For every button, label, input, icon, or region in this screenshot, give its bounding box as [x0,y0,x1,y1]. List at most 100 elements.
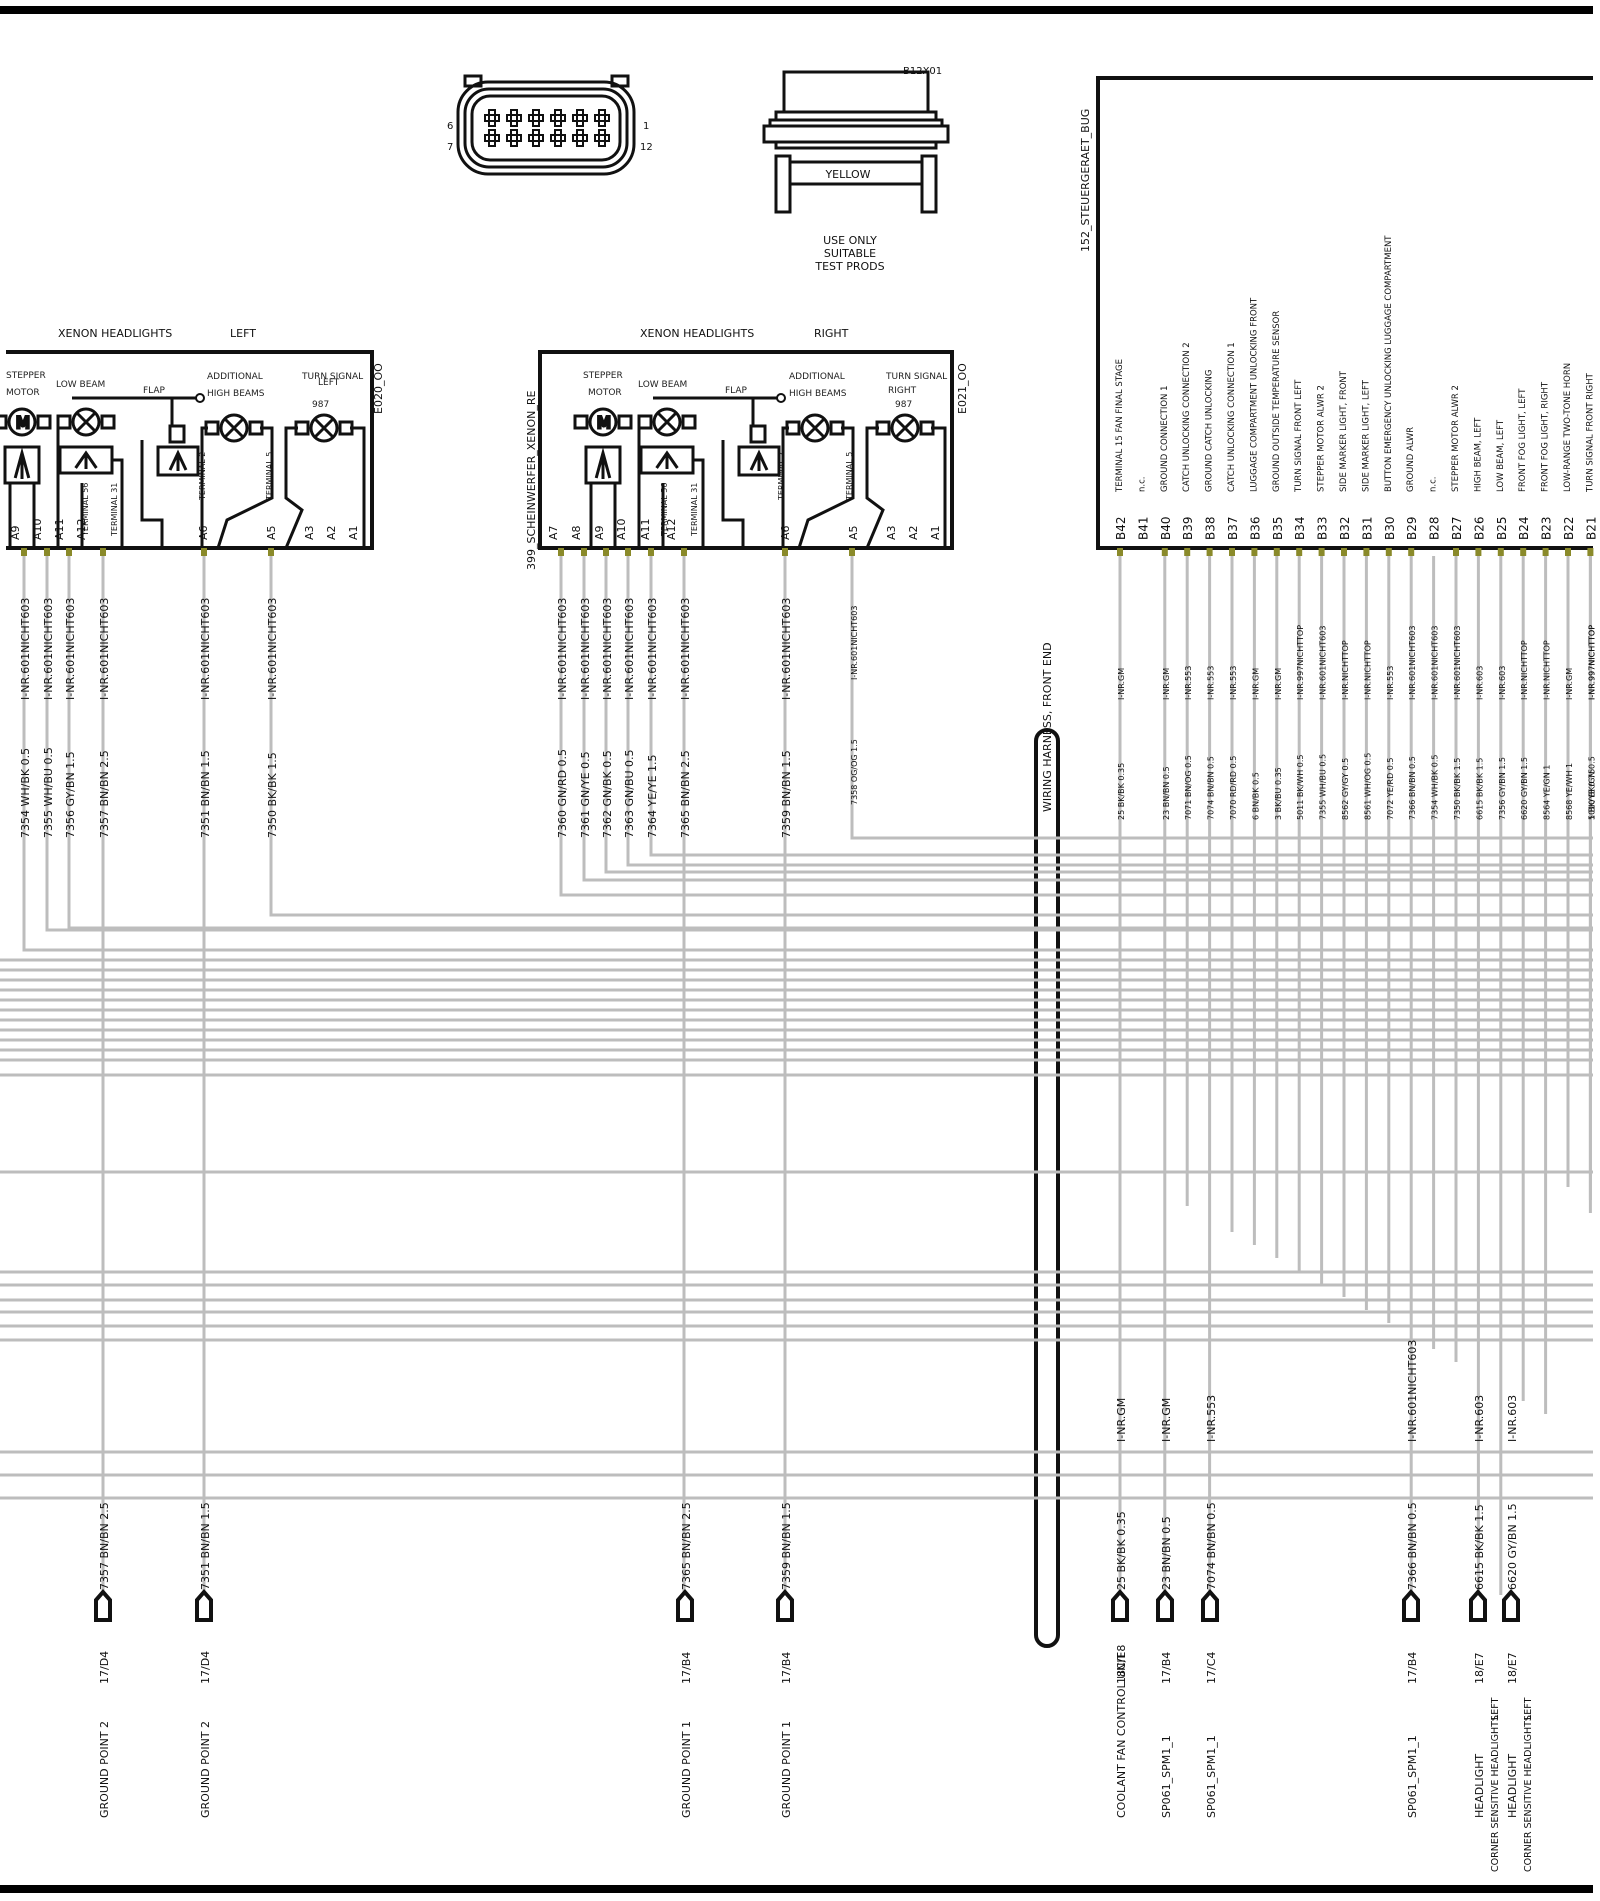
ground-code: I-NR.603 [1473,1395,1486,1442]
connector-color: YELLOW [824,168,870,181]
right-pin-marker [681,548,687,556]
cu-function: STEPPER MOTOR ALWR 2 [1317,385,1327,492]
left-headlight-block: XENON HEADLIGHTS LEFT E020_OO STEPPER MO… [0,327,385,550]
cu-wire-code: I-NR.GM [1162,668,1171,700]
cu-wire-color: 7070 RD/RD 0.5 [1229,756,1238,820]
right-wire [604,556,1593,874]
left-term5: TERMINAL 5 [265,452,274,501]
left-title: XENON HEADLIGHTS [58,327,172,340]
cu-function: LOW-RANGE TWO-TONE HORN [1563,363,1573,492]
cu-function: GROUND OUTSIDE TEMPERATURE SENSOR [1272,311,1282,492]
cu-pin-marker [1184,548,1191,556]
cu-wire-color: 25 BK/BK 0.35 [1117,763,1126,820]
right-pin-A5: A5 [847,525,860,540]
connector-pin [488,109,496,127]
ground-ref: 17/B4 [680,1652,693,1684]
cu-pin-marker [1385,548,1392,556]
right-pin-A10: A10 [615,518,628,540]
ground-dest: HEADLIGHT [1506,1754,1519,1818]
cu-wire-code: I-NR.553 [1207,666,1216,700]
ground-code: I-NR.GM [1160,1398,1173,1442]
cu-pin-B29: B29 [1405,516,1419,540]
left-stepper: STEPPER [6,371,46,381]
harness-label: WIRING HARNESS, FRONT END [1041,642,1054,812]
right-wire-code: I-NR.601NICHT603 [679,598,692,700]
right-stepper: STEPPER [583,371,623,381]
ground-wire: 25 BK/BK 0.35 [1115,1511,1128,1590]
motor-letter: M [16,413,30,432]
connector-pin [576,129,584,147]
left-wire-color: 7354 WH/BK 0.5 [19,748,32,838]
right-additional: ADDITIONAL [789,372,845,382]
right-pin-marker [581,548,587,556]
right-wire-color: 7358 OG/OG 1.5 [850,739,859,805]
cu-pin-B41: B41 [1136,516,1150,540]
left-wire-color: 7350 BK/BK 1.5 [266,752,279,838]
left-low-beam: LOW BEAM [56,380,105,390]
right-headlight-block: XENON HEADLIGHTS RIGHT E021_OO 399_SCHEI… [525,327,969,570]
cu-wire-color: 1 BK/YE 0.75 [1587,769,1596,820]
ground-wire: 23 BN/BN 0.5 [1160,1516,1173,1590]
pin-label-7: 7 [447,142,453,153]
ground-wire: 6615 BK/BK 1.5 [1473,1504,1486,1590]
left-pin-marker [268,548,274,556]
ground-ref: 18/E7 [1506,1652,1519,1684]
ground-terminal-icon [94,1588,112,1622]
cu-wire-color: 8561 WH/OG 0.5 [1363,753,1372,820]
control-unit-block: 152_STEUERGERAET_BUG [1079,76,1593,550]
connector-12pin: 6 7 1 12 [447,74,653,176]
pin-label-12: 12 [640,142,653,153]
lamp-icon [890,413,920,443]
right-wire-color: 7360 GN/RD 0.5 [556,749,569,838]
right-wire-color: 7362 GN/BK 0.5 [601,750,614,838]
connector-pin [550,134,566,142]
right-wire-color: 7363 GN/BU 0.5 [623,749,636,838]
cu-pin-marker [1520,548,1527,556]
right-pin-marker [782,548,788,556]
cu-pin-B33: B33 [1316,516,1330,540]
right-ref: E021_OO [956,363,969,414]
cu-pin-B39: B39 [1181,516,1195,540]
right-wire-color: 7365 BN/BN 2.5 [679,750,692,838]
left-high-beams: HIGH BEAMS [207,389,265,399]
ground-dest: HEADLIGHT [1473,1754,1486,1818]
wiring-harness: WIRING HARNESS, FRONT END [1034,642,1060,1648]
ground-terminal-icon [1469,1588,1487,1622]
cu-wire-code: I-NR.601NICHT603 [1319,626,1328,700]
cu-pin-marker [1229,548,1235,556]
cu-function: LUGGAGE COMPARTMENT UNLOCKING FRONT [1249,297,1259,492]
cu-pin-marker [1408,548,1415,556]
left-pin-marker [21,548,27,556]
cu-wire-color: 3 BK/BU 0.35 [1274,767,1283,820]
right-pin-A11: A11 [639,518,652,540]
cu-pin-B37: B37 [1226,516,1240,540]
left-wire [67,556,1593,930]
cu-wire-code: I-NR.GM [1251,668,1260,700]
ground-wire: 7074 BN/BN 0.5 [1205,1502,1218,1590]
cu-wire-code: I-NR.NICHTTOP [1543,640,1552,700]
cu-wire-color: 7355 WH/BU 0.5 [1319,754,1328,820]
actuator-icon [584,445,622,485]
left-wire-code: I-NR.601NICHT603 [64,598,77,700]
left-turn-signal: TURN SIGNAL [301,372,363,382]
cu-wire-color: 7074 BN/BN 0.5 [1207,756,1216,820]
cu-pin-B35: B35 [1271,516,1285,540]
cu-pin-marker [1206,548,1213,556]
left-wire-code: I-NR.601NICHT603 [266,598,279,700]
left-pin-marker [201,548,207,556]
cu-function: n.c. [1429,477,1439,492]
cu-pin-marker [1565,548,1571,556]
right-pin-A7: A7 [547,525,560,540]
ground-dest: COOLANT FAN CONTROL UNIT [1115,1652,1128,1818]
cu-wire-color: 6615 BK/BK 1.5 [1475,758,1484,820]
left-term56: TERMINAL 56 [81,483,90,537]
cu-pin-B25: B25 [1495,516,1509,540]
cu-function: LOW BEAM, LEFT [1496,419,1506,492]
cu-pin-marker [1542,548,1549,556]
cu-pin-B42: B42 [1114,516,1128,540]
motor-letter: M [597,413,611,432]
ground-ref: 17/B4 [1406,1652,1419,1684]
cu-wire-color: 8568 YE/WH 1 [1565,763,1574,820]
